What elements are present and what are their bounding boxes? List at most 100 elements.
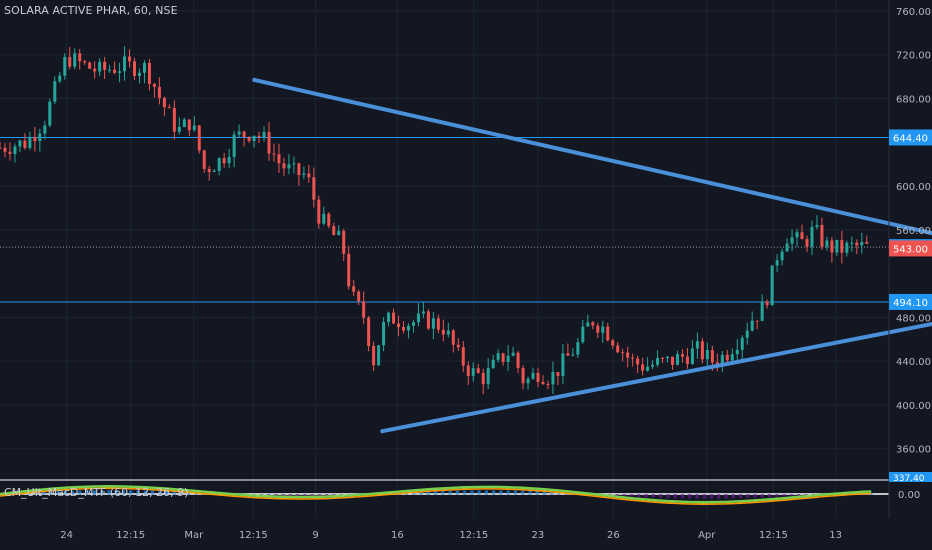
candle-body xyxy=(556,372,560,376)
candle-body xyxy=(142,62,146,73)
time-axis[interactable]: 24 12:15 Mar 12:15 9 16 12:15 23 26 Apr 12:15 13 xyxy=(60,530,842,541)
time-tick-label: 12:15 xyxy=(759,530,788,541)
candle-body xyxy=(571,354,575,356)
candle-body xyxy=(815,224,819,227)
candle-body xyxy=(840,239,844,253)
candle-body xyxy=(172,107,176,132)
candle-body xyxy=(421,311,425,314)
macd-histogram-bar xyxy=(695,494,699,499)
candle-body xyxy=(267,132,271,154)
candle-body xyxy=(327,213,331,227)
candle-body xyxy=(232,134,236,158)
candle-body xyxy=(680,354,684,357)
candle-body xyxy=(202,150,206,170)
candle-body xyxy=(272,153,276,155)
candle-body xyxy=(860,242,864,246)
candle-body xyxy=(735,349,739,355)
candle-body xyxy=(561,353,565,376)
candle-body xyxy=(656,357,660,365)
candle-body xyxy=(187,119,191,131)
macd-histogram-bar xyxy=(455,490,459,495)
macd-histogram-bar xyxy=(513,490,517,495)
macd-histogram-bar xyxy=(717,494,721,499)
macd-histogram-bar xyxy=(470,490,474,495)
candle-body xyxy=(128,56,132,62)
macd-histogram-bar xyxy=(317,494,321,496)
macd-histogram-bar xyxy=(42,491,46,495)
candle-body xyxy=(646,366,650,371)
candle-body xyxy=(825,240,829,247)
macd-histogram-bar xyxy=(731,494,735,499)
macd-histogram-bar xyxy=(709,494,713,499)
macd-histogram-bar xyxy=(165,491,169,495)
candle-body xyxy=(401,327,405,331)
candle-body xyxy=(666,356,670,359)
candle-body xyxy=(123,56,127,72)
candle-body xyxy=(471,368,475,376)
candle-body xyxy=(670,356,674,365)
candle-body xyxy=(785,243,789,252)
candle-body xyxy=(700,341,704,360)
price-axis[interactable]: 760.00 720.00 680.00 600.00 560.00 480.00 440.… xyxy=(889,7,932,501)
time-tick-label: 23 xyxy=(531,530,544,541)
macd-histogram-bar xyxy=(143,490,147,495)
macd-histogram-bar xyxy=(463,490,467,495)
candle-body xyxy=(705,350,709,360)
candle-body xyxy=(506,355,510,362)
candle-body xyxy=(0,147,2,149)
macd-histogram-bar xyxy=(622,494,626,497)
candle-body xyxy=(397,323,401,328)
candle-body xyxy=(546,384,550,386)
macd-zero-label: 0.00 xyxy=(898,490,920,501)
macd-histogram-bar xyxy=(85,490,89,495)
macd-histogram-bar xyxy=(129,490,133,495)
candle-body xyxy=(237,131,241,135)
candle-body xyxy=(192,125,196,131)
macd-histogram-bar xyxy=(441,491,445,495)
price-label-text: 644.40 xyxy=(893,133,928,144)
candle-body xyxy=(177,126,181,132)
horizontal-lines[interactable] xyxy=(0,136,889,303)
price-tick-label: 720.00 xyxy=(896,51,931,62)
candle-body xyxy=(247,136,251,141)
macd-histogram-bar xyxy=(869,492,873,495)
macd-histogram-bar xyxy=(325,494,329,496)
candle-body xyxy=(820,224,824,247)
candle-body xyxy=(536,372,540,383)
candle-body xyxy=(392,312,396,324)
time-tick-label: 12:15 xyxy=(459,530,488,541)
candle-body xyxy=(137,72,141,77)
candle-body xyxy=(850,242,854,244)
candle-body xyxy=(481,372,485,385)
candle-body xyxy=(675,354,679,365)
macd-histogram-bar xyxy=(499,490,503,495)
macd-histogram-bar xyxy=(267,494,271,496)
candle-body xyxy=(456,344,460,348)
macd-histogram-bar xyxy=(753,494,757,498)
candle-body xyxy=(292,163,296,165)
candle-body xyxy=(720,354,724,366)
candle-body xyxy=(157,86,161,98)
candle-body xyxy=(212,170,216,173)
candle-body xyxy=(770,265,774,306)
candle-body xyxy=(795,232,799,238)
candle-body xyxy=(780,251,784,261)
trendlines[interactable] xyxy=(252,77,932,434)
candle-body xyxy=(511,352,515,356)
candle-body xyxy=(451,330,455,345)
price-label-box xyxy=(889,240,932,257)
macd-histogram-bar xyxy=(557,492,561,495)
macd-histogram-bar xyxy=(768,494,772,498)
candle-body xyxy=(287,164,291,169)
macd-histogram-bar xyxy=(63,490,67,495)
macd-histogram-bar xyxy=(492,490,496,495)
time-tick-label: 12:15 xyxy=(116,530,145,541)
macd-histogram-bar xyxy=(158,491,162,495)
macd-histogram-bar xyxy=(412,492,416,495)
candle-body xyxy=(586,322,590,327)
macd-signal-line xyxy=(0,487,872,505)
candle-body xyxy=(13,146,17,155)
candle-body xyxy=(297,163,301,176)
candle-body xyxy=(83,61,87,63)
